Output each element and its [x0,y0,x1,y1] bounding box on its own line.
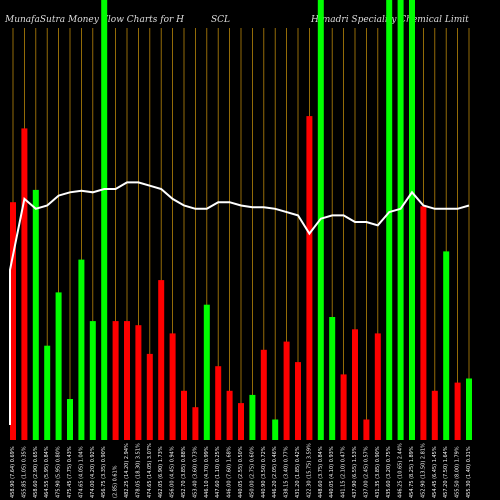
money-flow-bar [363,419,370,440]
bar-value-label: 446.10 (4.70) 0.99% [204,446,210,498]
money-flow-bar [112,321,119,440]
money-flow-bar [374,333,381,440]
money-flow-bar [215,366,222,440]
money-flow-bar [135,325,142,440]
money-flow-bar [67,399,73,440]
money-flow-bar [443,251,450,440]
bar-value-label: 440.90 (3.50) 0.72% [261,446,267,498]
money-flow-bar [238,403,244,440]
money-flow-bar [192,407,199,440]
money-flow-bar [340,374,347,440]
money-flow-bar [431,390,438,440]
money-flow-bar [55,292,62,440]
money-flow-bar [203,304,210,440]
bar-value-label: 478.05 (18.30) 3.51% [135,443,141,498]
bar-value-label: 441.15 (2.10) 0.47% [341,446,347,498]
bar-value-label: 458.60 (2.90) 0.65% [33,446,39,498]
money-flow-bar [386,0,393,440]
bar-value-label: 448.60 (3.75) 0.84% [318,446,324,498]
bar-value-label: 453.40 (3.60) 0.73% [192,446,198,498]
money-flow-bar [101,0,108,440]
money-flow-bar [21,128,28,440]
bar-value-label: 454.45 (6.45) 1.45% [432,446,438,498]
bar-value-label: 446.20 (2.05) 0.46% [272,446,278,498]
money-flow-bar [146,353,153,440]
bar-value-label: 440.05 (2.55) 0.50% [238,446,244,498]
bar-value-label: 447.60 (1.10) 0.25% [215,446,221,498]
bar-value-label: 474.65 (14.05) 3.07% [147,443,153,498]
bar-value-label: 446.00 (7.60) 1.68% [227,446,233,498]
money-flow-bar [306,116,313,440]
bar-value-label: 454.75 (8.25) 1.89% [409,446,415,498]
bar-value-label: 452.70 (3.85) 0.88% [181,446,187,498]
bar-value-label: 475.90 (5.95) 0.80% [56,446,62,498]
money-flow-bar [89,321,96,440]
bar-value-label: 438.15 (3.40) 0.77% [284,446,290,498]
bar-value-label: 482.25 (14.20) 2.94% [124,443,130,498]
bar-value-label: 437.00 (2.45) 0.57% [363,446,369,498]
header-left-text: MunafaSutra Money Flow Charts for H [5,15,184,25]
money-flow-bar [169,333,176,440]
money-flow-bar [283,341,290,440]
money-flow-bar [10,202,16,440]
bar-value-label: 450.00 (2.75) 0.60% [249,446,255,498]
money-flow-bar [420,206,427,440]
bar-value-label: 446.25 (10.65) 2.44% [398,443,404,498]
money-flow-bar [397,0,404,440]
bar-value-label: 474.00 (4.20) 0.92% [90,446,96,498]
bar-value-label: 455.50 (8.00) 1.79% [455,446,461,498]
bar-value-label: 431.20 (1.85) 0.42% [295,446,301,498]
bar-value-label: 474.65 (4.05) 1.04% [78,446,84,498]
money-flow-bar [260,349,267,440]
money-flow-bar [352,329,358,440]
money-flow-bar [272,419,279,440]
bar-value-label: 437.90 (6.55) 1.53% [352,446,358,498]
bar-value-label: 458.90 (7.64) 0.69% [10,446,16,498]
bar-value-label: 464.55 (5.95) 0.84% [44,446,50,498]
money-flow-bar [295,362,301,440]
bar-value-label: 435.60 (3.20) 0.75% [386,446,392,498]
money-flow-bar [226,390,233,440]
bar-value-label: 431.35 (3.85) 0.90% [375,446,381,498]
money-flow-bar [44,345,51,440]
money-flow-bar [409,0,415,440]
money-flow-bar [158,280,165,440]
bar-value-label: 475.45 (7.75) 0.43% [67,446,73,498]
bar-value-label: 422.30 (15.75) 3.59% [306,443,312,498]
money-flow-bar [124,321,130,440]
money-flow-bar [454,382,461,440]
bar-value-label: 440.05 (4.10) 0.93% [329,446,335,498]
bar-value-label: 456.75 (3.35) 0.90% [101,446,107,498]
bar-value-label: 456.00 (4.45) 0.94% [170,446,176,498]
header-mid-text: SCL [211,15,231,25]
money-flow-bar [32,189,39,440]
bar-value-label: 457.20 (7.50) 1.64% [443,446,449,498]
bar-value-label: (2.85) 0.61% [113,465,119,498]
money-flow-bar [181,390,187,440]
bar-value-label: 455.30 (1.40) 0.31% [466,446,472,498]
bar-value-label: 452.90 (13.50) 2.81% [420,443,426,498]
money-flow-bar [78,259,85,440]
money-flow-bar [466,378,472,440]
bar-value-label: 455.85 (1.05) 0.35% [21,446,27,498]
price-line [9,181,470,425]
money-flow-bar [329,317,336,440]
money-flow-bar [249,394,256,440]
bar-value-label: 462.05 (6.90) 1.73% [158,446,164,498]
